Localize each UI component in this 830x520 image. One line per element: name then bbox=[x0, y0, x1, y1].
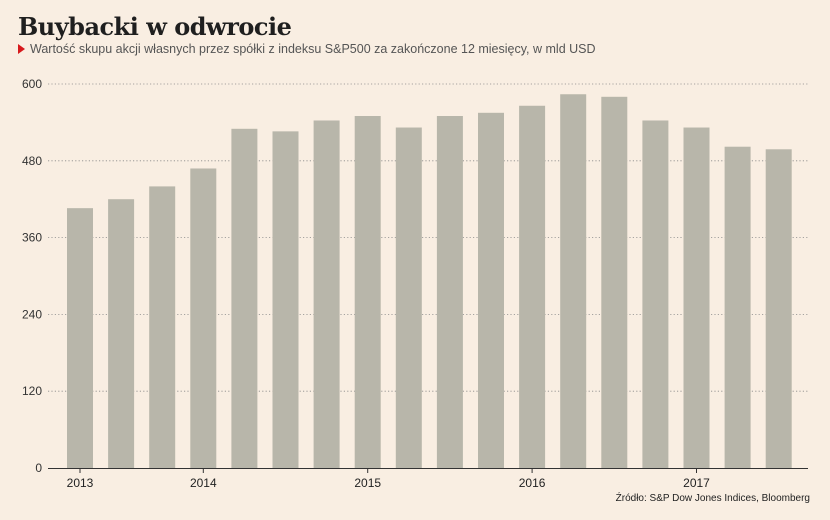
red-triangle-icon bbox=[18, 44, 25, 54]
bar-2014-q1 bbox=[231, 128, 258, 469]
bars bbox=[67, 94, 792, 469]
chart-title: Buybacki w odwrocie bbox=[18, 12, 292, 41]
y-tick-label: 120 bbox=[22, 384, 42, 398]
bar-2014-q3 bbox=[313, 120, 340, 468]
bar-2015-q2 bbox=[436, 116, 463, 468]
bar-2015-q1 bbox=[395, 127, 422, 469]
y-tick-label: 600 bbox=[22, 77, 42, 91]
y-tick-label: 480 bbox=[22, 154, 42, 168]
bar-2014-q4 bbox=[354, 116, 381, 468]
y-tick-label: 360 bbox=[22, 231, 42, 245]
x-tick-label-2016: 2016 bbox=[519, 476, 546, 490]
x-tick-label-2014: 2014 bbox=[190, 476, 217, 490]
bar-2015-q4 bbox=[519, 105, 546, 468]
bar-2013-q2 bbox=[108, 199, 135, 468]
bar-2013-q4 bbox=[190, 168, 217, 469]
bar-2016-q1 bbox=[560, 94, 587, 469]
x-axis: 2013 2014 2015 2016 2017 bbox=[48, 468, 808, 490]
bar-2014-q2 bbox=[272, 131, 299, 469]
y-axis-ticks: 0 120 240 360 480 600 bbox=[22, 77, 42, 475]
y-tick-label: 0 bbox=[35, 461, 42, 475]
bar-2013-q1 bbox=[67, 208, 93, 468]
x-tick-label-2015: 2015 bbox=[354, 476, 381, 490]
bar-2016-q2 bbox=[601, 96, 628, 469]
bar-2016-q3 bbox=[642, 120, 669, 468]
bar-2017-q2 bbox=[765, 149, 792, 468]
bar-2017-q1 bbox=[724, 146, 751, 468]
x-tick-label-2017: 2017 bbox=[683, 476, 710, 490]
chart-subtitle: Wartość skupu akcji własnych przez spółk… bbox=[18, 42, 596, 56]
x-tick-label-2013: 2013 bbox=[67, 476, 94, 490]
bar-2016-q4 bbox=[683, 127, 710, 469]
y-tick-label: 240 bbox=[22, 307, 42, 321]
subtitle-text: Wartość skupu akcji własnych przez spółk… bbox=[30, 42, 596, 56]
bar-2013-q3 bbox=[149, 186, 176, 468]
source-note: Źródło: S&P Dow Jones Indices, Bloomberg bbox=[615, 493, 810, 504]
bar-2015-q3 bbox=[478, 112, 504, 469]
